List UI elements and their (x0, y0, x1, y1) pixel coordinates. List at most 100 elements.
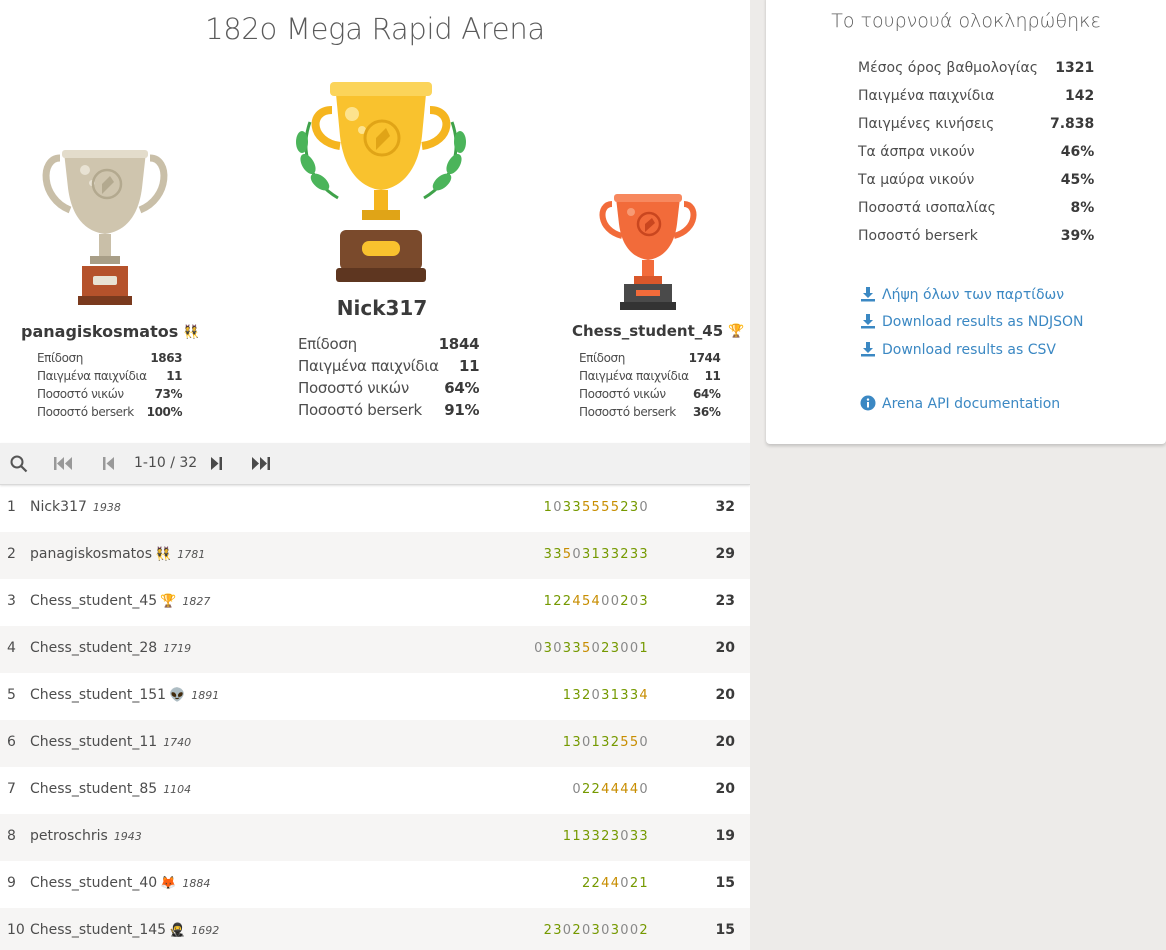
download-csv-link[interactable]: Download results as CSV (860, 341, 1056, 358)
score-sheet-digit: 4 (591, 594, 602, 609)
score-sheet-digit: 0 (591, 641, 602, 656)
table-row[interactable]: 6 Chess_student_11 1740 130132550 20 (0, 720, 750, 767)
total-score: 20 (715, 781, 735, 797)
score-sheet-digit: 5 (581, 594, 592, 609)
score-sheet-digit: 0 (620, 923, 630, 938)
summary-stats: Μέσος όρος βαθμολογίας 1321 Παιγμένα παιχ… (858, 54, 1094, 250)
table-row[interactable]: 9 Chess_student_40 🦊 1884 2244021 15 (0, 861, 750, 908)
player-rating: 1943 (113, 830, 142, 843)
podium-second-username[interactable]: panagiskosmatos (21, 322, 179, 341)
stat-label: Ποσοστό berserk (579, 405, 676, 419)
player-cell[interactable]: Chess_student_85 1104 (30, 781, 191, 797)
podium-first-name[interactable]: Nick317 (298, 296, 466, 320)
search-icon[interactable] (10, 455, 28, 473)
score-sheet-digit: 0 (601, 923, 611, 938)
score-sheet-digit: 5 (581, 500, 592, 515)
total-score: 29 (715, 546, 735, 562)
score-sheet-digit: 0 (629, 641, 640, 656)
download-all-games-link[interactable]: Λήψη όλων των παρτίδων (860, 286, 1064, 303)
player-rating: 1938 (92, 501, 121, 514)
download-ndjson-label[interactable]: Download results as NDJSON (882, 314, 1084, 330)
gold-trophy-icon (296, 82, 466, 282)
player-cell[interactable]: panagiskosmatos 👯 1781 (30, 546, 205, 562)
stat-label: Παιγμένα παιχνίδια (579, 369, 689, 383)
score-sheet-digit: 0 (581, 923, 592, 938)
summary-stat-label: Ποσοστά ισοπαλίας (858, 200, 996, 216)
silver-trophy-icon (42, 150, 168, 305)
table-row[interactable]: 7 Chess_student_85 1104 02244440 20 (0, 767, 750, 814)
score-sheet-digit: 5 (610, 500, 621, 515)
table-row[interactable]: 10 Chess_student_145 🥷 1692 23020303002 15 (0, 908, 750, 950)
score-sheet-digit: 5 (601, 500, 611, 515)
stat-value: 1744 (688, 351, 721, 365)
prev-page-icon[interactable] (102, 455, 116, 472)
stat-value: 64% (444, 379, 480, 397)
player-name[interactable]: Chess_student_151 (30, 687, 167, 703)
player-cell[interactable]: petroschris 1943 (30, 828, 142, 844)
player-name[interactable]: Chess_student_11 (30, 734, 158, 750)
arena-api-docs-link[interactable]: Arena API documentation (860, 395, 1060, 412)
player-rating: 1719 (163, 642, 192, 655)
player-cell[interactable]: Chess_student_11 1740 (30, 734, 191, 750)
score-sheet-digit: 3 (572, 735, 582, 750)
next-page-icon[interactable] (209, 455, 223, 472)
player-cell[interactable]: Nick317 1938 (30, 499, 121, 515)
score-sheet-digit: 2 (581, 688, 592, 703)
podium-second-name[interactable]: panagiskosmatos 👯 (21, 322, 199, 341)
score-sheet-digit: 2 (639, 923, 649, 938)
player-flair: 👯 (155, 547, 172, 562)
table-row[interactable]: 5 Chess_student_151 👽 1891 132031334 20 (0, 673, 750, 720)
player-name[interactable]: petroschris (30, 828, 108, 844)
score-sheet-digit: 3 (591, 923, 602, 938)
rank: 9 (7, 875, 16, 891)
first-page-icon[interactable] (53, 455, 74, 472)
download-ndjson-link[interactable]: Download results as NDJSON (860, 313, 1083, 330)
player-name[interactable]: Nick317 (30, 499, 87, 515)
table-row[interactable]: 4 Chess_student_28 1719 030335023001 20 (0, 626, 750, 673)
player-cell[interactable]: Chess_student_145 🥷 1692 (30, 922, 219, 938)
podium-third-username[interactable]: Chess_student_45 (572, 322, 724, 340)
table-row[interactable]: 3 Chess_student_45 🏆 1827 12245400203 23 (0, 579, 750, 626)
score-sheet-digit: 3 (639, 547, 649, 562)
summary-stat-value: 7.838 (1049, 116, 1095, 132)
summary-stat-value: 45% (1060, 172, 1095, 188)
player-name[interactable]: Chess_student_145 (30, 922, 167, 938)
player-rating: 1104 (163, 783, 192, 796)
summary-stat-label: Τα άσπρα νικούν (858, 144, 975, 160)
download-all-games-label[interactable]: Λήψη όλων των παρτίδων (882, 287, 1065, 303)
player-rating: 1884 (182, 877, 211, 890)
player-name[interactable]: Chess_student_28 (30, 640, 158, 656)
player-name[interactable]: Chess_student_45 (30, 593, 158, 609)
last-page-icon[interactable] (250, 455, 271, 472)
summary-stat-value: 1321 (1055, 60, 1095, 76)
player-cell[interactable]: Chess_student_40 🦊 1884 (30, 875, 210, 891)
player-cell[interactable]: Chess_student_45 🏆 1827 (30, 593, 210, 609)
score-sheet-digit: 0 (639, 782, 649, 797)
player-cell[interactable]: Chess_student_151 👽 1891 (30, 687, 219, 703)
score-sheet-digit: 1 (572, 829, 582, 844)
total-score: 15 (715, 922, 735, 938)
arena-api-docs-label[interactable]: Arena API documentation (882, 396, 1061, 412)
score-sheet-digit: 3 (629, 829, 640, 844)
player-name[interactable]: Chess_student_40 (30, 875, 158, 891)
rank: 4 (7, 640, 16, 656)
podium-third-name[interactable]: Chess_student_45 🏆 (572, 322, 744, 340)
info-icon (860, 395, 876, 411)
stat-label: Παιγμένα παιχνίδια (298, 357, 439, 375)
table-row[interactable]: 1 Nick317 1938 10335555230 32 (0, 485, 750, 532)
stat-label: Επίδοση (579, 351, 625, 365)
player-rating: 1781 (177, 548, 206, 561)
score-sheet-digit: 2 (620, 547, 630, 562)
player-name[interactable]: panagiskosmatos (30, 546, 153, 562)
player-name[interactable]: Chess_student_85 (30, 781, 158, 797)
rank: 7 (7, 781, 16, 797)
download-csv-label[interactable]: Download results as CSV (882, 342, 1056, 358)
table-row[interactable]: 8 petroschris 1943 113323033 19 (0, 814, 750, 861)
score-sheet: 030335023001 (534, 641, 649, 656)
player-cell[interactable]: Chess_student_28 1719 (30, 640, 191, 656)
score-sheet-digit: 3 (543, 641, 554, 656)
score-sheet-digit: 5 (620, 735, 630, 750)
podium-first-username[interactable]: Nick317 (336, 296, 428, 320)
table-row[interactable]: 2 panagiskosmatos 👯 1781 33503133233 29 (0, 532, 750, 579)
score-sheet-digit: 3 (572, 641, 582, 656)
